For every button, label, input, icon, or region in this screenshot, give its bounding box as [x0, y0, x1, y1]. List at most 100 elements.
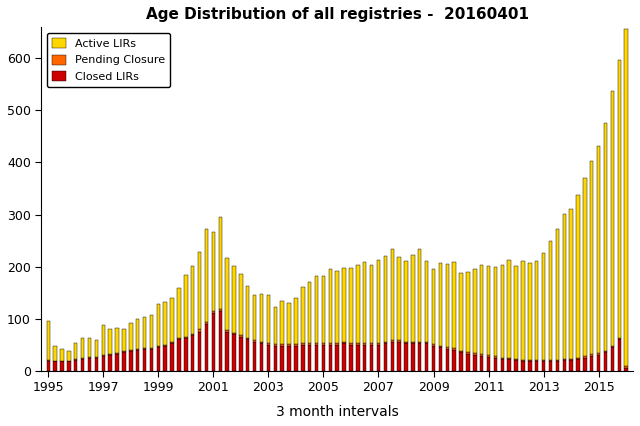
Bar — [67, 361, 70, 371]
Bar — [425, 342, 428, 343]
Bar — [74, 360, 77, 371]
Bar — [253, 295, 257, 340]
Bar — [460, 351, 463, 352]
Bar — [136, 350, 140, 371]
Bar — [377, 345, 380, 371]
Bar — [508, 357, 511, 359]
Bar — [301, 343, 305, 345]
Bar — [563, 359, 566, 360]
Bar — [260, 342, 263, 343]
Bar — [460, 352, 463, 371]
Bar — [473, 353, 477, 355]
Bar — [597, 353, 600, 355]
Bar — [294, 298, 298, 344]
Bar — [363, 345, 367, 371]
Bar — [81, 358, 84, 359]
Bar — [232, 334, 236, 371]
Bar — [108, 354, 112, 355]
Bar — [590, 356, 593, 371]
Bar — [150, 349, 153, 371]
Bar — [521, 361, 525, 371]
Bar — [556, 228, 559, 360]
Bar — [239, 335, 243, 337]
Bar — [232, 266, 236, 333]
Bar — [466, 272, 470, 352]
Bar — [438, 263, 442, 345]
Bar — [205, 229, 208, 322]
X-axis label: 3 month intervals: 3 month intervals — [276, 405, 399, 419]
Bar — [177, 338, 180, 340]
Bar — [273, 344, 277, 345]
Bar — [225, 258, 229, 330]
Bar — [129, 351, 132, 371]
Bar — [122, 351, 125, 352]
Bar — [280, 301, 284, 344]
Bar — [383, 256, 387, 342]
Bar — [260, 343, 263, 371]
Title: Age Distribution of all registries -  20160401: Age Distribution of all registries - 201… — [146, 7, 529, 22]
Bar — [528, 263, 532, 360]
Bar — [356, 265, 360, 343]
Bar — [445, 264, 449, 347]
Bar — [294, 345, 298, 371]
Bar — [191, 334, 195, 335]
Bar — [184, 337, 188, 338]
Bar — [205, 324, 208, 371]
Bar — [445, 349, 449, 371]
Bar — [548, 241, 552, 360]
Bar — [170, 298, 174, 343]
Bar — [53, 346, 57, 361]
Bar — [425, 343, 428, 371]
Bar — [342, 342, 346, 343]
Bar — [102, 356, 105, 371]
Bar — [212, 232, 215, 311]
Bar — [157, 305, 160, 346]
Bar — [136, 319, 140, 349]
Bar — [370, 345, 373, 371]
Bar — [301, 287, 305, 343]
Bar — [611, 347, 614, 371]
Bar — [480, 265, 483, 354]
Bar — [611, 91, 614, 345]
Bar — [246, 340, 250, 371]
Bar — [563, 214, 566, 359]
Bar — [218, 216, 222, 309]
Bar — [95, 340, 98, 357]
Bar — [212, 311, 215, 313]
Bar — [81, 359, 84, 371]
Bar — [590, 354, 593, 356]
Bar — [480, 354, 483, 356]
Bar — [377, 343, 380, 345]
Bar — [432, 345, 435, 371]
Bar — [370, 343, 373, 345]
Bar — [342, 268, 346, 342]
Bar — [184, 275, 188, 337]
Bar — [198, 331, 202, 371]
Bar — [47, 361, 50, 371]
Bar — [404, 261, 408, 342]
Bar — [452, 348, 456, 350]
Bar — [515, 359, 518, 360]
Bar — [81, 338, 84, 358]
Bar — [136, 349, 140, 350]
Bar — [542, 253, 545, 360]
Bar — [618, 338, 621, 340]
Bar — [452, 350, 456, 371]
Bar — [473, 269, 477, 353]
Bar — [493, 267, 497, 357]
Bar — [438, 347, 442, 371]
Bar — [349, 345, 353, 371]
Bar — [548, 361, 552, 371]
Bar — [390, 249, 394, 340]
Bar — [232, 333, 236, 334]
Bar — [108, 329, 112, 354]
Bar — [60, 349, 64, 361]
Bar — [239, 337, 243, 371]
Bar — [102, 325, 105, 355]
Bar — [267, 295, 270, 343]
Bar — [267, 345, 270, 371]
Bar — [273, 345, 277, 371]
Bar — [473, 355, 477, 371]
Bar — [597, 355, 600, 371]
Bar — [576, 359, 580, 371]
